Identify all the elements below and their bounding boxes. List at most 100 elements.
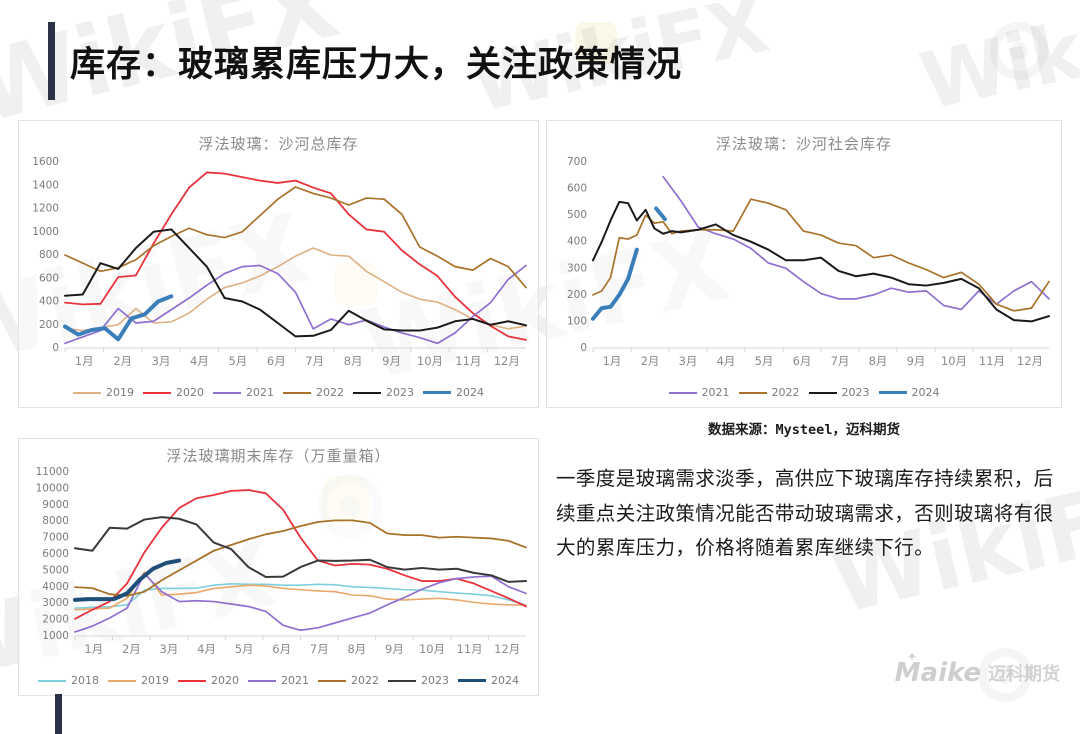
- y-axis-tick-label: 10000: [36, 482, 69, 494]
- series-line-2022: [64, 186, 527, 289]
- legend-item-2023[interactable]: 2023: [808, 386, 870, 399]
- y-axis-tick-label: 600: [39, 272, 59, 284]
- y-axis-tick-label: 800: [39, 249, 59, 261]
- legend-swatch-icon: [178, 679, 206, 682]
- y-axis-tick-label: 6000: [42, 548, 69, 560]
- x-axis-tick-label: 7月: [305, 354, 324, 368]
- series-line-2024: [591, 247, 639, 321]
- legend-label: 2021: [246, 386, 274, 399]
- y-axis-tick-label: 3000: [42, 597, 69, 609]
- chart-legend-1: 2019 2020 2021 2022 2023 2024: [19, 386, 538, 399]
- legend-item-2022[interactable]: 2022: [318, 674, 379, 687]
- x-axis-tick-label: 11月: [455, 354, 481, 368]
- legend-item-2019[interactable]: 2019: [73, 386, 134, 399]
- y-axis-tick-label: 600: [567, 183, 587, 195]
- y-axis-tick-label: 0: [52, 342, 59, 354]
- y-axis-tick-label: 400: [39, 296, 59, 308]
- brand-name-cn: 迈科期货: [988, 664, 1060, 686]
- x-axis-tick-label: 2月: [113, 354, 132, 368]
- y-axis-tick-label: 1600: [32, 156, 59, 168]
- legend-item-2024[interactable]: 2024: [878, 386, 940, 399]
- x-axis-tick-label: 2月: [641, 354, 660, 368]
- legend-item-2024[interactable]: 2024: [423, 386, 484, 399]
- legend-item-2021[interactable]: 2021: [213, 386, 274, 399]
- x-axis-tick-label: 1月: [603, 354, 622, 368]
- x-axis-tick-label: 3月: [679, 354, 698, 368]
- legend-item-2021[interactable]: 2021: [248, 674, 309, 687]
- y-axis-tick-label: 200: [39, 319, 59, 331]
- chart-canvas-1: 0 200 400 600 800 1000 1200 1400 1600 1月 2月 3月 4月 5月 6…: [19, 154, 538, 374]
- x-axis-tick-label: 9月: [385, 642, 404, 656]
- legend-swatch-icon: [668, 391, 697, 394]
- legend-swatch-icon: [318, 679, 346, 682]
- legend-label: 2023: [421, 674, 449, 687]
- legend-item-2020[interactable]: 2020: [143, 386, 204, 399]
- legend-item-2024[interactable]: 2024: [458, 674, 519, 687]
- x-axis-tick-label: 6月: [267, 354, 286, 368]
- chart-panel-social-inventory: 浮法玻璃：沙河社会库存 0 100 200 300 400 500 600 700 1月 2月 3月…: [546, 120, 1062, 408]
- legend-item-2018[interactable]: 2018: [38, 674, 99, 687]
- y-axis-tick-label: 4000: [42, 581, 69, 593]
- y-axis-tick-label: 300: [567, 262, 587, 274]
- y-axis-tick-label: 1000: [42, 630, 69, 642]
- title-accent-bar: [48, 22, 55, 100]
- series-line-2024: [63, 294, 174, 342]
- legend-label: 2023: [841, 386, 870, 399]
- x-axis-tick-label: 12月: [1017, 354, 1043, 368]
- legend-label: 2024: [491, 674, 519, 687]
- chart-legend-3: 2018 2019 2020 2021 2022 2023 2024: [19, 674, 538, 687]
- y-axis-tick-label: 5000: [42, 564, 69, 576]
- x-axis-tick-label: 2月: [122, 642, 141, 656]
- chart-svg: 0 100 200 300 400 500 600 700 1月 2月 3月 4月 5月 6月 7月 8月 9月…: [567, 156, 1050, 368]
- chart-legend-2: 2021 2022 2023 2024: [547, 386, 1061, 399]
- chart-svg: 1000 2000 3000 4000 5000 6000 7000 8000 9000 1000…: [36, 466, 527, 656]
- legend-label: 2020: [176, 386, 204, 399]
- x-axis-tick-label: 9月: [382, 354, 401, 368]
- y-axis-tick-label: 1400: [32, 179, 59, 191]
- x-axis-tick-label: 10月: [941, 354, 967, 368]
- legend-swatch-icon: [108, 679, 136, 682]
- legend-item-2021[interactable]: 2021: [668, 386, 730, 399]
- legend-swatch-icon: [353, 391, 381, 394]
- legend-swatch-icon: [213, 391, 241, 394]
- x-axis-tick-label: 4月: [197, 642, 216, 656]
- x-axis-tick-label: 3月: [160, 642, 179, 656]
- y-axis-tick-label: 400: [567, 236, 587, 248]
- legend-swatch-icon: [38, 679, 66, 682]
- legend-item-2022[interactable]: 2022: [738, 386, 800, 399]
- x-axis-tick-label: 10月: [419, 642, 445, 656]
- y-axis-tick-label: 200: [567, 289, 587, 301]
- x-axis-tick-label: 7月: [831, 354, 850, 368]
- y-axis-tick-label: 9000: [42, 499, 69, 511]
- series-line-2022: [592, 198, 1050, 312]
- chart-title: 浮法玻璃：沙河总库存: [198, 135, 359, 153]
- x-axis-tick-label: 12月: [494, 642, 520, 656]
- x-axis-tick-label: 4月: [190, 354, 209, 368]
- legend-item-2022[interactable]: 2022: [283, 386, 344, 399]
- legend-label: 2022: [316, 386, 344, 399]
- chart-title: 浮法玻璃：沙河社会库存: [715, 135, 892, 153]
- legend-item-2023[interactable]: 2023: [388, 674, 449, 687]
- series-line-2020: [64, 171, 527, 341]
- series-line-2024b: [654, 206, 667, 222]
- x-axis-tick-label: 7月: [310, 642, 329, 656]
- y-axis-tick-label: 1200: [32, 203, 59, 215]
- chart-canvas-3: 1000 2000 3000 4000 5000 6000 7000 8000 9000 1000…: [19, 466, 538, 662]
- x-axis-tick-label: 5月: [755, 354, 774, 368]
- y-axis-tick-label: 1000: [32, 226, 59, 238]
- legend-item-2023[interactable]: 2023: [353, 386, 414, 399]
- brand-name-en: ✦ Maike: [895, 651, 981, 686]
- x-axis-tick-label: 6月: [793, 354, 812, 368]
- chart-canvas-2: 0 100 200 300 400 500 600 700 1月 2月 3月 4月 5月 6月 7月 8月 9月…: [547, 154, 1061, 374]
- legend-label: 2022: [771, 386, 800, 399]
- legend-label: 2021: [701, 386, 730, 399]
- chart-panel-period-end-inventory: 浮法玻璃期末库存（万重量箱） 1000 2000 3000 4000 5000 6000 7…: [18, 438, 539, 696]
- x-axis-tick-label: 6月: [272, 642, 291, 656]
- series-line-2023: [592, 200, 1050, 323]
- x-axis-tick-label: 4月: [717, 354, 736, 368]
- legend-item-2019[interactable]: 2019: [108, 674, 169, 687]
- legend-label: 2019: [106, 386, 134, 399]
- legend-swatch-icon: [248, 679, 276, 682]
- series-line-2024: [73, 558, 182, 602]
- legend-item-2020[interactable]: 2020: [178, 674, 239, 687]
